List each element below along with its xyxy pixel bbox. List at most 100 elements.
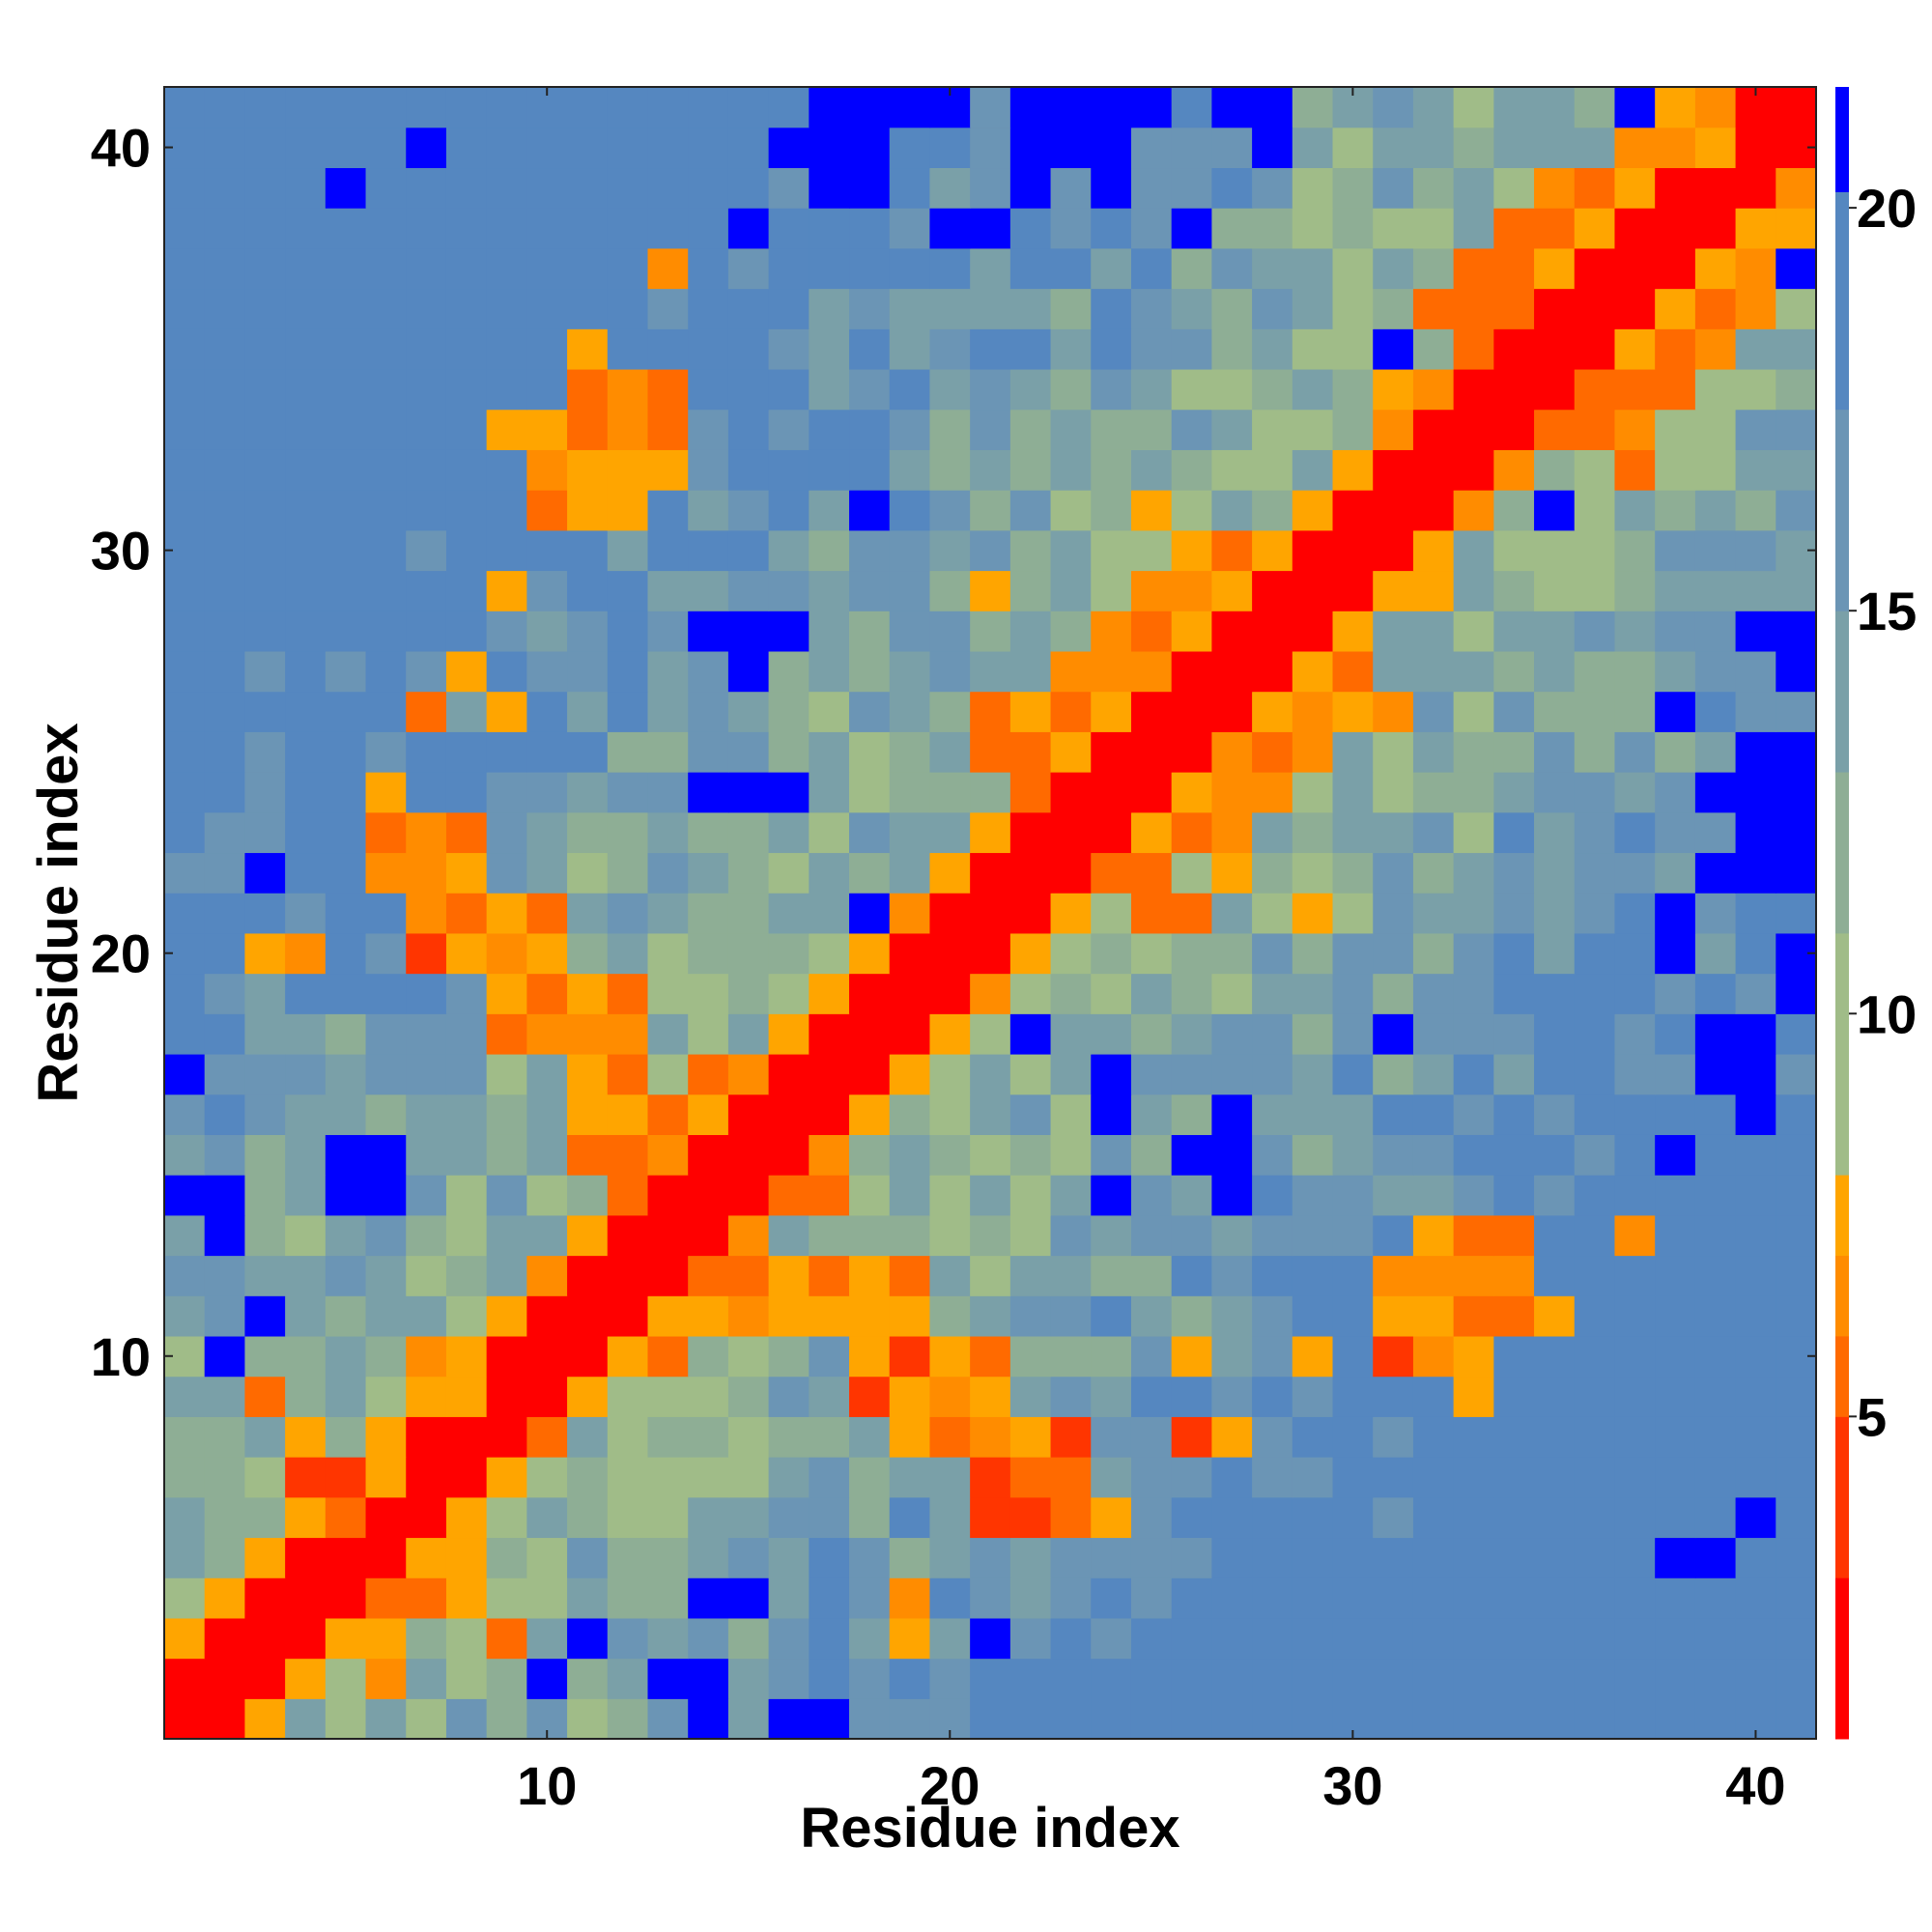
heatmap-cell [1412,529,1455,572]
heatmap-cell [768,449,810,491]
heatmap-cell [445,490,488,531]
heatmap-cell [365,1577,407,1619]
heatmap-cell [929,1416,971,1458]
heatmap-cell [1171,449,1212,491]
heatmap-cell [325,1698,367,1740]
heatmap-cell [727,611,770,652]
heatmap-cell [1373,611,1414,652]
heatmap-cell [1050,932,1092,975]
heatmap-cell [164,328,206,370]
heatmap-cell [1493,208,1535,249]
heatmap-cell [607,167,649,209]
heatmap-cell [1130,1658,1173,1699]
heatmap-cell [1252,1053,1293,1095]
heatmap-cell [688,1537,729,1578]
heatmap-cell [1373,409,1414,450]
heatmap-cell [1292,328,1334,370]
heatmap-cell [607,691,649,732]
heatmap-cell [1735,932,1776,975]
heatmap-cell [1292,1175,1334,1216]
heatmap-cell [285,1094,327,1135]
heatmap-cell [365,1698,407,1740]
heatmap-cell [1534,167,1576,209]
heatmap-cell [647,328,689,370]
heatmap-cell [325,1577,367,1619]
heatmap-cell [1412,932,1455,975]
heatmap-cell [688,731,729,773]
heatmap-cell [486,1416,527,1458]
heatmap-cell [244,691,286,732]
heatmap-cell [1776,1658,1817,1699]
heatmap-cell [1292,1013,1334,1055]
heatmap-cell [1211,529,1253,572]
heatmap-cell [567,1013,609,1055]
heatmap-cell [1211,288,1253,329]
heatmap-cell [768,1295,810,1337]
heatmap-cell [1373,167,1414,209]
heatmap-cell [1534,1376,1576,1417]
heatmap-cell [1493,932,1535,975]
heatmap-cell [727,87,770,128]
heatmap-cell [1493,1577,1535,1619]
heatmap-cell [889,1617,931,1660]
heatmap-cell [445,1416,488,1458]
heatmap-cell [1332,1335,1374,1378]
heatmap-cell [526,691,568,732]
heatmap-cell [1614,852,1656,894]
heatmap-cell [970,1094,1011,1135]
heatmap-cell [244,1577,286,1619]
heatmap-cell [526,1295,568,1337]
heatmap-cell [1009,1376,1052,1417]
heatmap-cell [1453,529,1494,572]
heatmap-cell [688,973,729,1014]
heatmap-cell [849,893,891,934]
heatmap-cell [285,1416,327,1458]
heatmap-cell [929,1457,971,1498]
heatmap-cell [647,811,689,854]
heatmap-cell [325,811,367,854]
heatmap-cell [1332,691,1374,732]
heatmap-cell [688,127,729,169]
heatmap-cell [526,772,568,813]
heatmap-cell [1373,288,1414,329]
heatmap-cell [1050,1295,1092,1337]
heatmap-cell [647,368,689,411]
heatmap-cell [929,529,971,572]
heatmap-cell [607,1255,649,1296]
heatmap-cell [1453,932,1494,975]
heatmap-cell [1412,1335,1455,1378]
heatmap-cell [486,1013,527,1055]
heatmap-cell [1373,932,1414,975]
heatmap-cell [445,1537,488,1578]
heatmap-cell [567,1658,609,1699]
heatmap-cell [647,409,689,450]
heatmap-cell [1534,1457,1576,1498]
heatmap-cell [1574,932,1616,975]
heatmap-cell [1735,1617,1776,1660]
heatmap-cell [647,611,689,652]
heatmap-cell [1574,893,1616,934]
heatmap-cell [727,852,770,894]
heatmap-cell [727,449,770,491]
heatmap-cell [285,368,327,411]
heatmap-cell [1655,973,1696,1014]
heatmap-cell [526,1496,568,1539]
heatmap-cell [1694,1013,1737,1055]
heatmap-cell [1373,1537,1414,1578]
heatmap-cell [445,208,488,249]
heatmap-cell [849,1094,891,1135]
heatmap-cell [1252,1134,1293,1176]
heatmap-cell [285,691,327,732]
heatmap-cell [1091,611,1132,652]
heatmap-cell [1614,1335,1656,1378]
heatmap-cell [1292,208,1334,249]
heatmap-cell [244,1617,286,1660]
heatmap-cell [445,852,488,894]
heatmap-cell [849,811,891,854]
heatmap-cell [647,247,689,290]
heatmap-cell [1130,328,1173,370]
heatmap-cell [1009,1416,1052,1458]
heatmap-cell [1412,1295,1455,1337]
heatmap-cell [647,490,689,531]
heatmap-cell [1332,529,1374,572]
